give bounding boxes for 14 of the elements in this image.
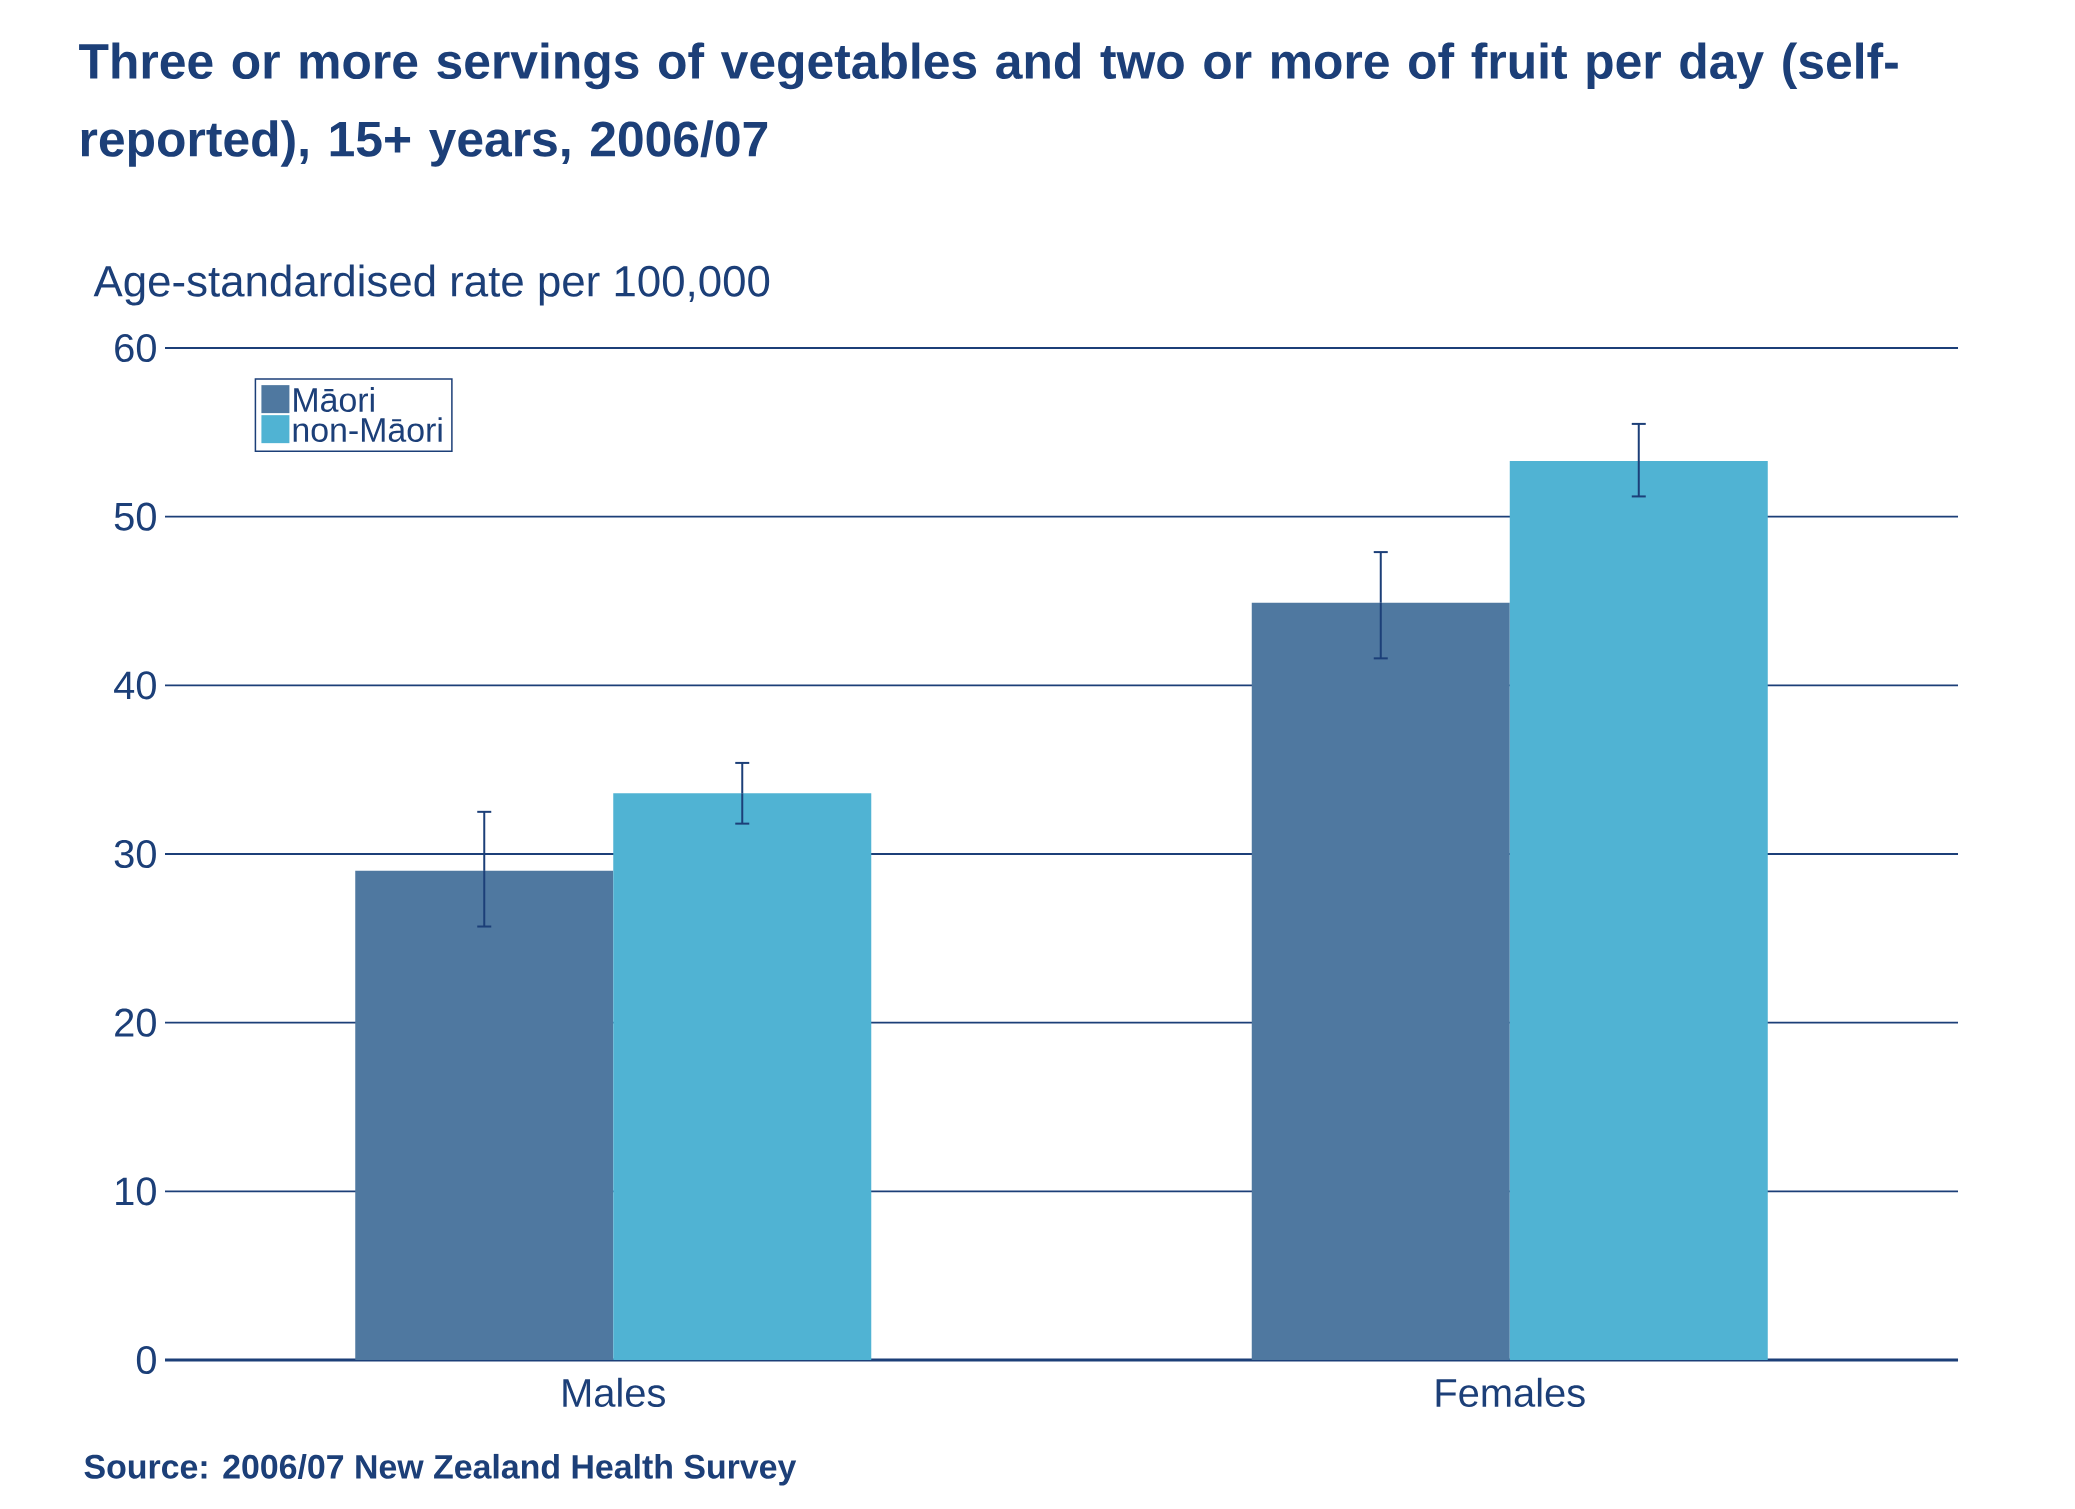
y-tick-label: 40 <box>114 671 156 700</box>
y-tick-label: 50 <box>114 502 156 531</box>
y-tick-label: 0 <box>136 1345 156 1375</box>
source-note: Source: 2006/07 New Zealand Health Survey <box>84 1453 797 1486</box>
y-tick-label: 60 <box>115 333 156 363</box>
x-tick-label: Females <box>1436 1377 1585 1408</box>
legend-label: non-Māori <box>293 417 442 442</box>
y-axis-title: Age-standardised rate per 100,000 <box>93 264 770 306</box>
chart-title: Three or more servings of vegetables and two or more of fruit per day (self-reported), 15+ years, 2006/07 <box>79 42 1898 167</box>
y-tick-label: 30 <box>114 839 156 869</box>
y-tick-label: 10 <box>116 1177 156 1206</box>
x-tick-label: Males <box>563 1377 665 1408</box>
legend-label: Māori <box>294 387 374 412</box>
y-tick-label: 20 <box>115 1008 156 1037</box>
